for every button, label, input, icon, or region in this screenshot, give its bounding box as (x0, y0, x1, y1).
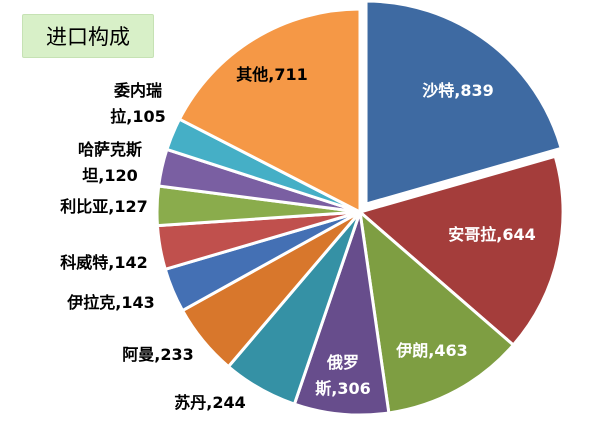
pie-slice-12 (177, 7, 362, 214)
slice-label-9: 利比亚,127 (60, 197, 147, 216)
slice-label-3: 伊朗,463 (395, 341, 467, 360)
slice-label-7: 伊拉克,143 (66, 293, 154, 312)
pie-slice-1 (364, 0, 563, 206)
pie-slice-4 (292, 210, 391, 417)
pie-slice-2 (358, 154, 565, 347)
slice-label-1: 沙特,839 (422, 81, 493, 100)
chart-title: 进口构成 (22, 14, 154, 58)
slice-label-12: 其他,711 (236, 65, 307, 84)
slice-label-8: 科威特,142 (60, 253, 147, 272)
slice-label-2: 安哥拉,644 (448, 225, 535, 244)
slice-label-10: 哈萨克斯坦,120 (78, 140, 142, 185)
pie-slice-3 (358, 210, 515, 415)
slice-label-6: 阿曼,233 (122, 345, 193, 364)
slice-label-5: 苏丹,244 (174, 393, 245, 412)
slice-label-4: 俄罗斯,306 (315, 353, 370, 398)
slice-label-11: 委内瑞拉,105 (110, 81, 165, 126)
